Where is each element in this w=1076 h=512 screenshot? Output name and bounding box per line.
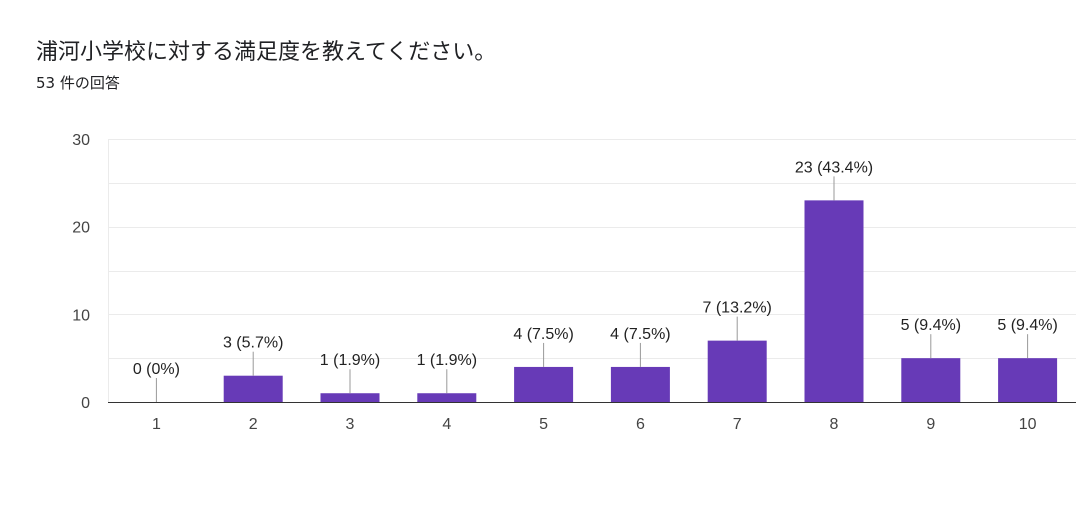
data-label: 7 (13.2%): [703, 300, 772, 317]
x-tick-label: 7: [733, 416, 742, 433]
x-tick-label: 5: [539, 416, 548, 433]
response-count: 53 件の回答: [36, 74, 120, 92]
bar: [610, 366, 670, 402]
data-label: 4 (7.5%): [610, 326, 670, 343]
bar: [804, 200, 864, 402]
y-tick-label: 10: [72, 307, 90, 324]
bar: [320, 393, 380, 402]
bar: [707, 340, 767, 402]
data-label: 1 (1.9%): [417, 352, 477, 369]
bar: [998, 358, 1058, 402]
y-tick-label: 0: [81, 395, 90, 412]
x-tick-label: 6: [636, 416, 645, 433]
data-label: 4 (7.5%): [513, 326, 573, 343]
x-tick-label: 1: [152, 416, 161, 433]
x-tick-label: 8: [830, 416, 839, 433]
data-label: 3 (5.7%): [223, 335, 283, 352]
bar: [417, 393, 477, 402]
data-label: 5 (9.4%): [901, 317, 961, 334]
data-label: 1 (1.9%): [320, 352, 380, 369]
x-tick-label: 2: [249, 416, 258, 433]
chart-title: 浦河小学校に対する満足度を教えてください。: [36, 40, 497, 65]
x-tick-label: 3: [346, 416, 355, 433]
data-label: 5 (9.4%): [997, 317, 1057, 334]
bar: [514, 366, 574, 402]
y-tick-label: 20: [72, 220, 90, 237]
bar: [223, 375, 283, 402]
x-tick-label: 10: [1019, 416, 1037, 433]
x-tick-label: 9: [926, 416, 935, 433]
data-label: 0 (0%): [133, 361, 180, 378]
data-label: 23 (43.4%): [795, 159, 873, 176]
x-tick-label: 4: [442, 416, 451, 433]
y-tick-label: 30: [72, 132, 90, 149]
bar: [901, 358, 961, 402]
